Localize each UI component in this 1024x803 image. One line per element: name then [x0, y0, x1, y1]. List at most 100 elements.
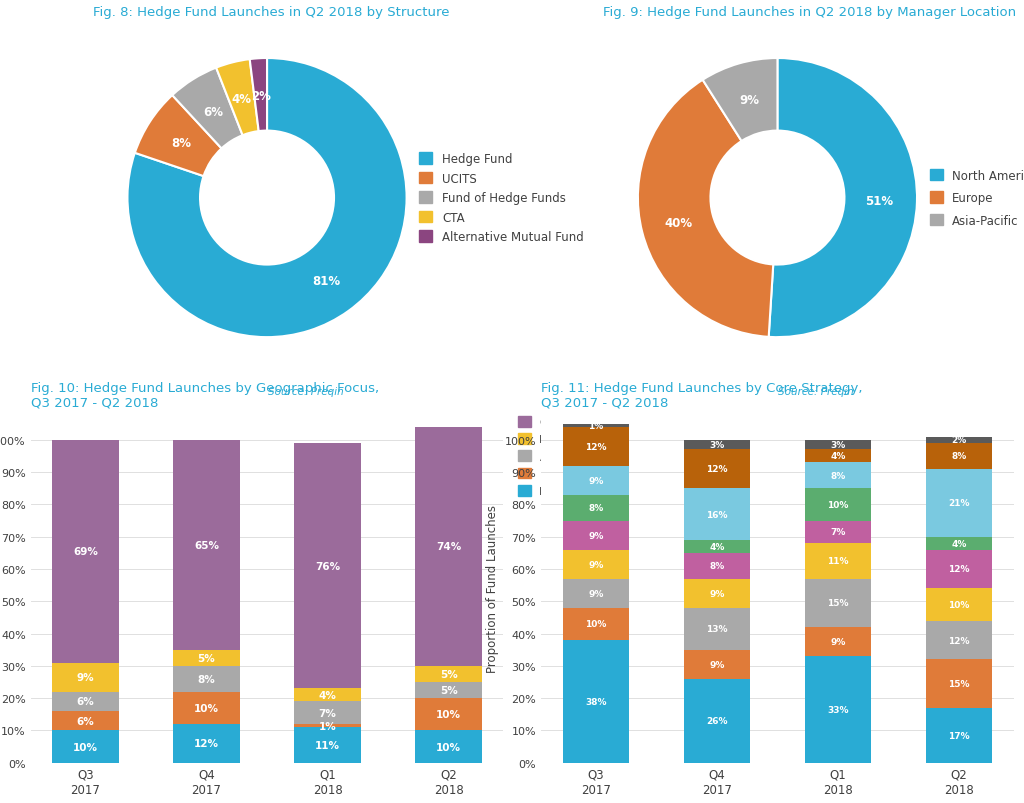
- Text: 8%: 8%: [198, 674, 215, 684]
- Bar: [173, 440, 240, 650]
- Text: 9%: 9%: [739, 94, 759, 107]
- Text: 9%: 9%: [588, 476, 603, 485]
- Bar: [926, 708, 992, 763]
- Bar: [805, 579, 871, 627]
- Bar: [562, 521, 629, 550]
- Bar: [294, 724, 360, 728]
- Wedge shape: [250, 59, 267, 132]
- Wedge shape: [638, 80, 773, 337]
- Text: 33%: 33%: [827, 705, 849, 714]
- Bar: [805, 656, 871, 763]
- Bar: [926, 537, 992, 550]
- Text: 4%: 4%: [710, 542, 725, 551]
- Text: 3%: 3%: [830, 441, 846, 450]
- Text: 1%: 1%: [588, 422, 603, 430]
- Bar: [52, 731, 119, 763]
- Text: Source: Preqin: Source: Preqin: [268, 386, 344, 397]
- Text: Fig. 8: Hedge Fund Launches in Q2 2018 by Structure: Fig. 8: Hedge Fund Launches in Q2 2018 b…: [92, 6, 450, 18]
- Text: 51%: 51%: [865, 195, 893, 208]
- Bar: [173, 692, 240, 724]
- Text: 12%: 12%: [585, 442, 606, 451]
- Text: 12%: 12%: [948, 636, 970, 645]
- Bar: [684, 650, 751, 679]
- Text: 40%: 40%: [665, 217, 693, 230]
- Text: 15%: 15%: [948, 679, 970, 688]
- Bar: [173, 666, 240, 692]
- Bar: [926, 550, 992, 589]
- Text: 10%: 10%: [948, 601, 970, 609]
- Bar: [926, 469, 992, 537]
- Bar: [562, 608, 629, 640]
- Text: 7%: 7%: [830, 528, 846, 536]
- Text: 4%: 4%: [830, 452, 846, 461]
- Bar: [684, 440, 751, 450]
- Text: Source: Preqin: Source: Preqin: [778, 386, 854, 397]
- Bar: [562, 495, 629, 521]
- Text: 81%: 81%: [312, 275, 340, 287]
- Bar: [294, 728, 360, 763]
- Bar: [562, 466, 629, 495]
- Bar: [684, 553, 751, 579]
- Bar: [805, 627, 871, 656]
- Text: 5%: 5%: [198, 653, 215, 663]
- Bar: [926, 437, 992, 443]
- Text: 15%: 15%: [827, 599, 849, 608]
- Text: 9%: 9%: [77, 672, 94, 683]
- Bar: [805, 463, 871, 488]
- Text: 10%: 10%: [194, 703, 219, 713]
- Text: 8%: 8%: [830, 471, 846, 480]
- Wedge shape: [702, 59, 777, 142]
- Bar: [684, 679, 751, 763]
- Text: 12%: 12%: [948, 565, 970, 574]
- Text: 12%: 12%: [707, 465, 728, 474]
- Text: 2%: 2%: [251, 90, 270, 104]
- Bar: [52, 692, 119, 711]
- Bar: [684, 450, 751, 488]
- Text: 4%: 4%: [318, 690, 337, 700]
- Text: 3%: 3%: [710, 441, 725, 450]
- Bar: [562, 579, 629, 608]
- Bar: [684, 540, 751, 553]
- Text: 8%: 8%: [710, 561, 725, 570]
- Text: 1%: 1%: [318, 721, 337, 731]
- Bar: [926, 589, 992, 621]
- Text: 11%: 11%: [827, 556, 849, 565]
- Bar: [926, 659, 992, 708]
- Text: 16%: 16%: [707, 510, 728, 519]
- Bar: [926, 443, 992, 469]
- Text: 69%: 69%: [73, 547, 98, 556]
- Bar: [416, 666, 482, 683]
- Bar: [805, 440, 871, 450]
- Bar: [805, 450, 871, 463]
- Legend: Global, Emerging Markets, Asia-Pacific, Europe, North America: Global, Emerging Markets, Asia-Pacific, …: [518, 417, 641, 496]
- Text: 17%: 17%: [948, 731, 970, 740]
- Text: Fig. 11: Hedge Fund Launches by Core Strategy,
Q3 2017 - Q2 2018: Fig. 11: Hedge Fund Launches by Core Str…: [541, 381, 862, 409]
- Bar: [926, 621, 992, 659]
- Bar: [562, 424, 629, 427]
- Text: 8%: 8%: [951, 452, 967, 461]
- Bar: [684, 579, 751, 608]
- Text: 6%: 6%: [77, 716, 94, 726]
- Text: 9%: 9%: [830, 638, 846, 646]
- Bar: [416, 683, 482, 699]
- Wedge shape: [216, 60, 259, 136]
- Text: Fig. 10: Hedge Fund Launches by Geographic Focus,
Q3 2017 - Q2 2018: Fig. 10: Hedge Fund Launches by Geograph…: [31, 381, 379, 409]
- Bar: [562, 550, 629, 579]
- Text: 9%: 9%: [588, 560, 603, 569]
- Text: 10%: 10%: [73, 742, 98, 752]
- Bar: [294, 689, 360, 702]
- Text: 8%: 8%: [172, 137, 191, 149]
- Bar: [416, 699, 482, 731]
- Bar: [805, 488, 871, 521]
- Text: 2%: 2%: [951, 436, 967, 445]
- Bar: [562, 427, 629, 466]
- Text: 4%: 4%: [232, 93, 252, 106]
- Bar: [173, 650, 240, 666]
- Bar: [684, 608, 751, 650]
- Text: 9%: 9%: [710, 660, 725, 669]
- Text: 10%: 10%: [436, 710, 461, 719]
- Text: 8%: 8%: [588, 503, 603, 512]
- Text: 6%: 6%: [203, 106, 223, 119]
- Wedge shape: [127, 59, 407, 338]
- Wedge shape: [172, 68, 243, 149]
